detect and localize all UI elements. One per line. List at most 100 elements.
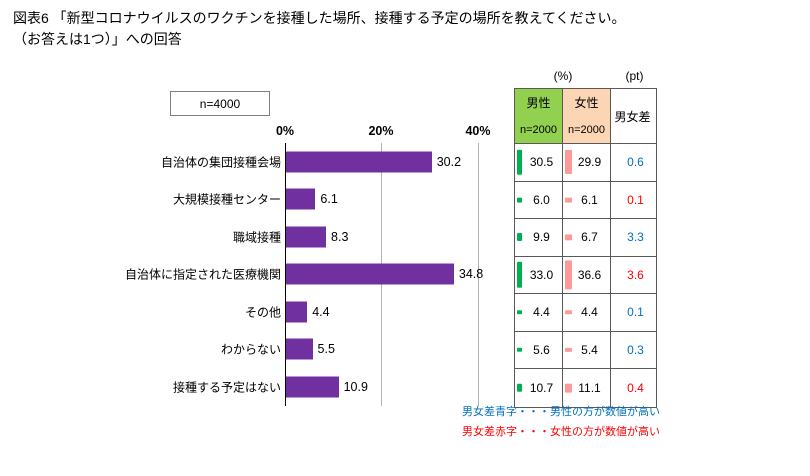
male-minibar <box>517 261 522 288</box>
female-value: 6.7 <box>581 230 598 245</box>
x-axis: 0% 20% 40% <box>276 124 491 140</box>
diff-value-cell: 0.4 <box>627 380 644 395</box>
male-value-cell: 30.5 <box>515 144 563 181</box>
male-minibar <box>517 150 522 175</box>
bar-value-label: 10.9 <box>343 379 368 394</box>
chart-row: その他 4.4 <box>60 293 500 331</box>
male-value-cell: 4.4 <box>515 294 563 331</box>
female-minibar <box>565 260 572 290</box>
female-value-cell: 5.4 <box>563 331 611 368</box>
bar <box>286 301 308 323</box>
x-axis-tick: 40% <box>465 124 491 138</box>
category-label: 自治体に指定された医療機関 <box>124 267 281 282</box>
female-column-header: 女性 n=2000 <box>563 89 611 143</box>
bar <box>286 263 454 285</box>
female-value-cell: 6.1 <box>563 181 611 218</box>
female-value: 5.4 <box>581 342 598 357</box>
bar <box>286 376 339 398</box>
female-minibar <box>565 310 572 315</box>
table-row: 6.0 6.1 0.1 <box>515 181 656 219</box>
male-column-header: 男性 n=2000 <box>515 89 563 143</box>
bar-chart: 自治体の集団接種会場 30.2 大規模接種センター 6.1 職域接種 8.3 自治体に指定さ… <box>60 143 500 406</box>
diff-value-cell: 0.1 <box>627 305 644 320</box>
female-n-label: n=2000 <box>567 123 605 136</box>
table-row: 4.4 4.4 0.1 <box>515 294 656 332</box>
diff-column-header: 男女差 <box>614 109 651 124</box>
category-label: 接種する予定はない <box>172 380 281 395</box>
unit-pt-label: (pt) <box>625 69 644 83</box>
female-minibar <box>565 234 572 240</box>
diff-value-cell: 0.1 <box>627 192 644 207</box>
x-axis-tick: 0% <box>275 124 295 138</box>
female-header-label: 女性 <box>574 96 599 111</box>
chart-row: 自治体に指定された医療機関 34.8 <box>60 256 500 294</box>
male-value: 6.0 <box>533 192 550 207</box>
bar <box>286 338 313 360</box>
male-value-cell: 33.0 <box>515 256 563 293</box>
table-row: 5.6 5.4 0.3 <box>515 331 656 369</box>
unit-percent-label: (%) <box>553 69 573 83</box>
table-header: 男性 n=2000 女性 n=2000 男女差 <box>515 89 656 144</box>
male-value: 4.4 <box>533 305 550 320</box>
female-value: 11.1 <box>578 380 601 395</box>
chart-row: 大規模接種センター 6.1 <box>60 181 500 219</box>
female-value: 36.6 <box>577 267 602 282</box>
female-value-cell: 29.9 <box>563 144 611 181</box>
bar-value-label: 34.8 <box>458 267 484 282</box>
female-minibar <box>565 383 572 393</box>
male-value: 10.7 <box>529 380 554 395</box>
bar <box>286 226 327 248</box>
male-value: 5.6 <box>533 342 550 357</box>
male-value-cell: 5.6 <box>515 331 563 368</box>
female-value: 4.4 <box>581 305 598 320</box>
female-value-cell: 4.4 <box>563 294 611 331</box>
male-value: 33.0 <box>529 267 554 282</box>
female-minibar <box>565 197 572 203</box>
sample-size-box: n=4000 <box>170 91 270 116</box>
bar-value-label: 8.3 <box>331 229 349 244</box>
male-minibar <box>517 310 522 315</box>
male-value-cell: 10.7 <box>515 369 563 407</box>
female-minibar <box>565 150 572 175</box>
bar-value-label: 6.1 <box>320 192 338 207</box>
bar-value-label: 5.5 <box>317 342 335 357</box>
gender-table: 男性 n=2000 女性 n=2000 男女差 30.5 29.9 0.6 6.0 6.… <box>514 88 657 408</box>
male-header-label: 男性 <box>526 96 551 111</box>
bar <box>286 151 432 173</box>
female-minibar <box>565 347 572 352</box>
x-axis-tick: 20% <box>368 124 394 138</box>
female-value: 6.1 <box>581 192 598 207</box>
male-n-label: n=2000 <box>519 123 557 136</box>
category-label: 職域接種 <box>232 230 281 245</box>
footnote-red: 男女差赤字・・・女性の方が数値が高い <box>462 426 660 438</box>
bar-value-label: 4.4 <box>312 304 330 319</box>
male-minibar <box>517 347 522 352</box>
table-row: 10.7 11.1 0.4 <box>515 369 656 407</box>
female-value-cell: 11.1 <box>563 369 611 407</box>
category-label: その他 <box>244 305 281 320</box>
chart-row: 接種する予定はない 10.9 <box>60 368 500 406</box>
male-minibar <box>517 197 522 203</box>
male-value: 30.5 <box>529 155 554 170</box>
diff-value-cell: 0.6 <box>627 155 644 170</box>
category-label: 大規模接種センター <box>172 192 281 207</box>
female-value-cell: 36.6 <box>563 256 611 293</box>
category-label: 自治体の集団接種会場 <box>160 155 281 170</box>
chart-row: 自治体の集団接種会場 30.2 <box>60 143 500 181</box>
female-value: 29.9 <box>577 155 602 170</box>
page-title: 図表6 「新型コロナウイルスのワクチンを接種した場所、接種する予定の場所を教えて… <box>13 10 626 26</box>
diff-value-cell: 3.3 <box>627 230 644 245</box>
y-axis-line <box>285 143 286 406</box>
male-value-cell: 9.9 <box>515 219 563 256</box>
table-row: 30.5 29.9 0.6 <box>515 144 656 182</box>
footnote-blue: 男女差青字・・・男性の方が数値が高い <box>462 406 660 418</box>
male-minibar <box>517 383 522 393</box>
chart-row: 職域接種 8.3 <box>60 218 500 256</box>
gridline-40 <box>478 143 479 406</box>
bar <box>286 188 316 210</box>
diff-value-cell: 3.6 <box>627 267 644 282</box>
table-row: 33.0 36.6 3.6 <box>515 256 656 294</box>
diff-value-cell: 0.3 <box>627 342 644 357</box>
table-body: 30.5 29.9 0.6 6.0 6.1 0.1 9.9 6.7 3.3 33.0 36.6 3.6… <box>515 144 656 407</box>
